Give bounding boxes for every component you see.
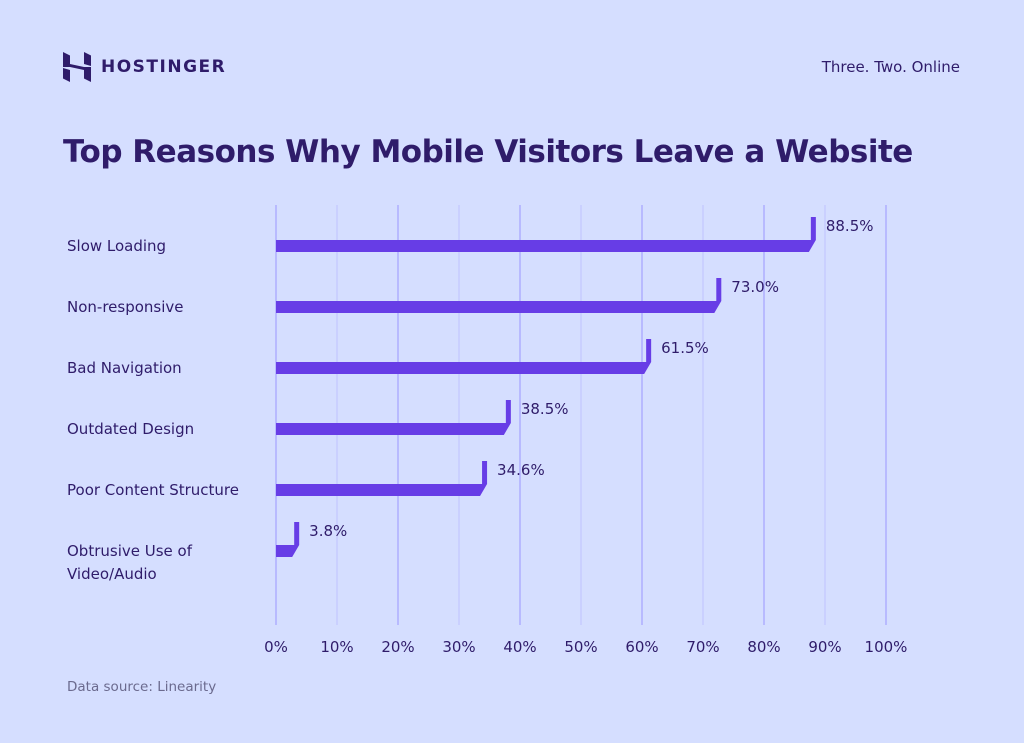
data-label: 38.5% [521,400,569,418]
category-label: Non-responsive [67,298,184,316]
brand-name: HOSTINGER [101,57,227,77]
x-tick-label: 0% [264,638,288,656]
tagline: Three. Two. Online [821,58,960,76]
bar [276,400,511,435]
data-label: 3.8% [309,522,347,540]
x-tick-label: 20% [381,638,414,656]
category-label-line: Poor Content Structure [67,481,239,499]
data-label: 34.6% [497,461,545,479]
data-source: Data source: Linearity [67,679,217,695]
x-tick-label: 70% [686,638,719,656]
x-tick-label: 100% [865,638,908,656]
category-label: Slow Loading [67,237,166,255]
chart-title: Top Reasons Why Mobile Visitors Leave a … [63,134,913,170]
category-label-line: Obtrusive Use of [67,542,193,560]
hostinger-logo: HOSTINGER [63,52,226,82]
data-label: 73.0% [731,278,779,296]
category-label-line: Slow Loading [67,237,166,255]
hostinger-logo-icon [63,52,91,82]
x-tick-label: 30% [442,638,475,656]
x-tick-label: 10% [320,638,353,656]
x-tick-label: 80% [747,638,780,656]
category-label-line: Outdated Design [67,420,194,438]
bar [276,339,652,374]
category-label: Outdated Design [67,420,194,438]
x-tick-label: 40% [503,638,536,656]
category-label-line: Bad Navigation [67,359,182,377]
x-tick-label: 60% [625,638,658,656]
data-label: 61.5% [661,339,709,357]
category-label: Bad Navigation [67,359,182,377]
category-label: Obtrusive Use of Video/Audio [67,542,193,583]
category-label-line: Video/Audio [67,565,157,583]
bar [276,522,300,557]
category-label-line: Non-responsive [67,298,184,316]
data-label: 88.5% [826,217,874,235]
x-tick-label: 50% [564,638,597,656]
x-tick-label: 90% [808,638,841,656]
category-label: Poor Content Structure [67,481,239,499]
bar [276,278,722,313]
bar [276,217,816,252]
bar [276,461,488,496]
